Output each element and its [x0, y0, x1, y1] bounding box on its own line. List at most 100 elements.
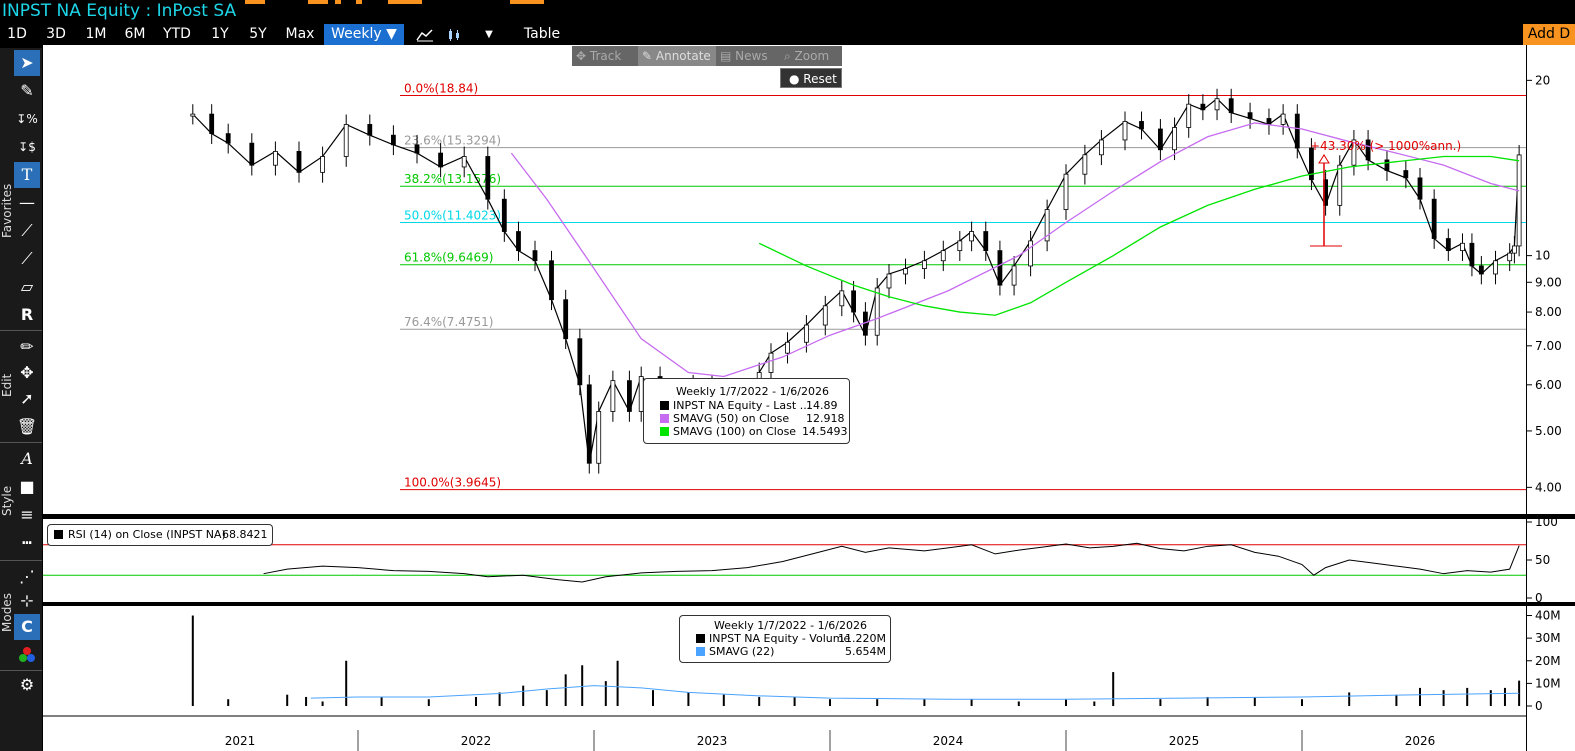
candle-body	[1228, 98, 1234, 114]
select-add-icon[interactable]: ➚	[20, 389, 34, 408]
candle-body	[249, 142, 255, 166]
dotted-line-icon[interactable]: ⋰	[19, 567, 35, 586]
candle-body	[501, 198, 507, 232]
volume-sma-line	[310, 685, 1520, 700]
trend-line-icon[interactable]: ⟋	[21, 221, 33, 240]
volume-legend[interactable]: Weekly 1/7/2022 - 1/6/2026 INPST NA Equi…	[679, 615, 891, 663]
move-icon[interactable]: ✥	[20, 363, 34, 382]
candle-body	[1445, 238, 1451, 252]
font-style-icon[interactable]: A	[21, 449, 33, 468]
range-button-5y[interactable]: 5Y	[249, 26, 267, 42]
segment-line-icon[interactable]: ⟋	[21, 249, 33, 268]
legend-label: INPST NA Equity - Volume	[709, 632, 851, 645]
annotate-button[interactable]: ✎ Annotate	[638, 46, 716, 66]
fill-color-icon[interactable]: ■	[19, 477, 35, 496]
candle-body	[516, 231, 521, 252]
legend-value: 12.918	[806, 412, 845, 425]
candle-body	[886, 273, 892, 289]
candle-body	[1186, 103, 1192, 128]
candle-body	[1516, 154, 1522, 247]
chevron-down-icon[interactable]: ▼	[485, 29, 493, 40]
rsi-legend[interactable]: RSI (14) on Close (INPST NA) 68.8421	[47, 524, 273, 546]
legend-swatch	[660, 414, 669, 423]
range-button-1m[interactable]: 1M	[85, 26, 107, 42]
volume-tick-label: 0	[1535, 699, 1543, 713]
volume-bar	[616, 660, 619, 706]
volume-bar	[522, 685, 525, 706]
volume-bar	[1395, 694, 1398, 706]
volume-bar	[1466, 687, 1469, 706]
range-button-ytd[interactable]: YTD	[163, 26, 191, 42]
range-button-1y[interactable]: 1Y	[211, 26, 229, 42]
year-label: 2026	[1405, 734, 1436, 748]
rsi-panel[interactable]	[43, 519, 1526, 602]
volume-bar	[604, 681, 607, 706]
tool-sidebar: Favorites ➤ ✎ ↧% ↧$ T — ⟋ ⟋ ▱ R Edit ✏ ✥…	[0, 48, 42, 751]
text-tool-icon[interactable]: T	[14, 162, 40, 188]
volume-bar	[345, 660, 348, 706]
volume-bar	[1065, 699, 1067, 706]
zoom-button[interactable]: ⌕ Zoom	[780, 46, 842, 66]
draw-line-icon[interactable]: ✎	[20, 81, 34, 100]
volume-bar	[1017, 701, 1020, 706]
snap-icon[interactable]: ⊹	[20, 591, 34, 610]
legend-title: Weekly 1/7/2022 - 1/6/2026	[676, 385, 829, 398]
volume-bar	[545, 690, 548, 706]
volume-bar	[1489, 690, 1492, 706]
volume-tick-label: 20M	[1535, 654, 1561, 668]
legend-label: SMAVG (100) on Close	[673, 425, 797, 438]
frequency-dropdown[interactable]: Weekly ▼	[324, 24, 404, 45]
candle-body	[1200, 103, 1206, 111]
volume-bar	[970, 699, 973, 706]
volume-bar	[1253, 696, 1256, 706]
candle-body	[532, 250, 538, 262]
line-style-icon[interactable]: ┅	[22, 533, 32, 552]
candle-body	[1158, 128, 1163, 151]
candle-body	[1384, 159, 1390, 171]
tab-marker	[245, 0, 265, 4]
table-button[interactable]: Table	[523, 26, 561, 42]
candle-body	[1214, 98, 1220, 111]
fib-label: 23.6%(15.3294)	[404, 134, 501, 148]
volume-bar	[1112, 672, 1115, 706]
channel-icon[interactable]: ▱	[20, 277, 34, 296]
candlestick-icon[interactable]	[442, 24, 466, 45]
reset-button[interactable]: ● Reset	[780, 68, 842, 88]
range-button-1d[interactable]: 1D	[7, 26, 27, 42]
price-legend[interactable]: Weekly 1/7/2022 - 1/6/2026 INPST NA Equi…	[643, 378, 850, 444]
candle-body	[577, 338, 583, 386]
rsi-line	[263, 542, 1520, 583]
line-weight-icon[interactable]: ≡	[20, 505, 34, 524]
range-button-6m[interactable]: 6M	[124, 26, 146, 42]
color-palette-icon[interactable]	[14, 642, 40, 668]
percent-change-icon[interactable]: ↧%	[16, 112, 38, 126]
pencil-icon[interactable]: ✏	[20, 337, 34, 356]
range-button-3d[interactable]: 3D	[46, 26, 66, 42]
price-y-axis	[1527, 45, 1575, 514]
fib-label: 0.0%(18.84)	[404, 81, 478, 95]
horizontal-line-icon[interactable]: —	[19, 193, 35, 212]
price-change-icon[interactable]: ↧$	[18, 140, 36, 154]
volume-bar	[793, 696, 796, 706]
cursor-icon[interactable]: ➤	[14, 50, 40, 76]
candle-body	[1417, 177, 1423, 200]
candle-body	[874, 287, 880, 336]
candle-body	[1460, 242, 1465, 252]
track-button[interactable]: ✥ Track	[572, 46, 638, 66]
add-data-button[interactable]: Add D	[1523, 24, 1575, 45]
line-chart-icon[interactable]	[410, 24, 440, 45]
trash-icon[interactable]: 🗑	[16, 417, 38, 436]
candle-body	[940, 250, 946, 262]
volume-bar	[191, 615, 194, 706]
gear-icon[interactable]: ⚙	[19, 675, 35, 694]
candle-body	[903, 268, 908, 275]
candle-body	[1365, 139, 1371, 161]
news-button[interactable]: ▤ News	[716, 46, 780, 66]
candle-body	[549, 260, 554, 301]
candle-body	[1247, 112, 1253, 119]
magnet-icon[interactable]: C	[14, 614, 40, 640]
range-button-max[interactable]: Max	[285, 26, 315, 42]
legend-swatch	[696, 634, 705, 643]
retracement-icon[interactable]: R	[20, 305, 34, 324]
candle-body	[1044, 209, 1050, 242]
